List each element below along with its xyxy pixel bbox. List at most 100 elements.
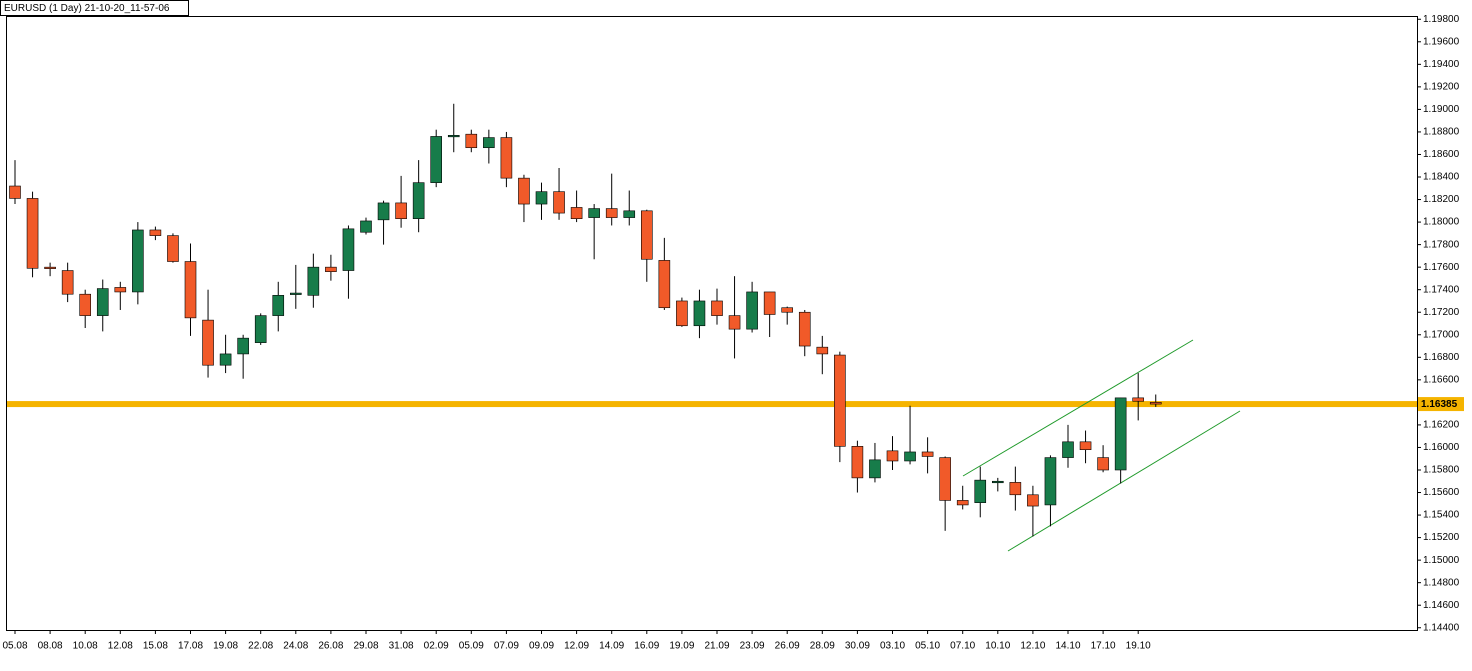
price-line-group: [7, 401, 1417, 408]
x-tick-label: 12.10: [1020, 641, 1045, 652]
y-tick-label: 1.19000: [1423, 104, 1460, 115]
candle-body: [1027, 494, 1039, 507]
trend-channel: [962, 339, 1241, 552]
y-tick-label: 1.19600: [1423, 36, 1460, 47]
candle-body: [991, 480, 1004, 484]
y-tick-label: 1.18200: [1423, 194, 1460, 205]
y-tick-label: 1.16800: [1423, 352, 1460, 363]
candle-body: [1062, 441, 1074, 458]
x-tick-label: 10.10: [985, 641, 1010, 652]
candle-body: [61, 270, 74, 295]
x-tick-label: 07.09: [494, 641, 519, 652]
candle-body: [79, 293, 91, 316]
candle-body: [886, 450, 899, 462]
y-tick-label: 1.19800: [1423, 14, 1460, 25]
x-tick-label: 19.09: [669, 641, 694, 652]
y-tick-label: 1.17000: [1423, 329, 1460, 340]
y-tick-label: 1.15000: [1423, 555, 1460, 566]
candle-body: [956, 500, 969, 506]
x-tick-label: 19.10: [1126, 641, 1151, 652]
x-tick-label: 26.09: [775, 641, 800, 652]
y-tick-label: 1.17800: [1423, 239, 1460, 250]
x-tick-label: 16.09: [634, 641, 659, 652]
candle-body: [623, 210, 636, 218]
candle-body: [904, 451, 916, 462]
candle-body: [1097, 457, 1109, 471]
candle-body: [132, 229, 144, 293]
y-tick-label: 1.18000: [1423, 217, 1460, 228]
x-tick-label: 10.08: [73, 641, 98, 652]
y-tick-label: 1.14400: [1423, 622, 1460, 633]
candle-body: [816, 346, 829, 355]
y-tick-label: 1.16200: [1423, 420, 1460, 431]
x-tick-label: 30.09: [845, 641, 870, 652]
candle-body: [658, 260, 671, 309]
candle-body: [44, 266, 56, 269]
x-tick-label: 28.09: [810, 641, 835, 652]
candle-body: [96, 288, 109, 316]
candle-body: [728, 315, 741, 330]
candle-body: [9, 185, 21, 199]
x-tick-label: 02.09: [424, 641, 449, 652]
y-tick-label: 1.16600: [1423, 374, 1460, 385]
x-tick-label: 29.08: [353, 641, 378, 652]
candle-body: [711, 300, 723, 316]
title-box: [0, 0, 189, 16]
candle-body: [447, 135, 460, 138]
candle-body: [1009, 482, 1022, 496]
x-tick-label: 14.10: [1055, 641, 1080, 652]
candle-body: [518, 177, 530, 205]
candle-body: [1044, 457, 1057, 506]
price-label: 1.16385: [1421, 399, 1458, 410]
x-tick-label: 12.09: [564, 641, 589, 652]
candle-body: [974, 479, 987, 503]
candle-body: [851, 446, 864, 479]
price-line: [7, 401, 1417, 408]
candle-body: [781, 307, 794, 313]
x-tick-label: 26.08: [318, 641, 343, 652]
candle-body: [272, 295, 285, 316]
candle-body: [746, 291, 758, 330]
x-tick-label: 17.10: [1091, 641, 1116, 652]
x-tick-label: 05.08: [2, 641, 27, 652]
y-tick-label: 1.19200: [1423, 82, 1460, 93]
y-tick-label: 1.17400: [1423, 284, 1460, 295]
candle-body: [289, 292, 302, 295]
candle-body: [202, 319, 214, 366]
x-tick-label: 21.09: [704, 641, 729, 652]
x-tick-label: 17.08: [178, 641, 203, 652]
candle-body: [219, 353, 232, 366]
candle-body: [676, 300, 688, 327]
channel-upper: [962, 339, 1194, 477]
x-tick-label: 05.10: [915, 641, 940, 652]
x-tick-label: 07.10: [950, 641, 975, 652]
candle-body: [1149, 402, 1162, 405]
channel-lower: [1007, 410, 1241, 552]
x-tick-label: 03.10: [880, 641, 905, 652]
candle-body: [834, 354, 846, 447]
candle-body: [763, 291, 776, 315]
candle-body: [588, 208, 600, 218]
candle-body: [412, 182, 425, 220]
candle-body: [465, 133, 478, 149]
candle-body: [693, 300, 706, 327]
y-tick-label: 1.19400: [1423, 59, 1460, 70]
candle-body: [535, 191, 548, 205]
candle-body: [605, 208, 618, 218]
plot-frame: [6, 16, 1418, 631]
candle-body: [167, 235, 179, 262]
candle-body: [307, 266, 320, 296]
candle-body: [553, 191, 565, 214]
candle-body: [325, 266, 337, 272]
y-tick-label: 1.17600: [1423, 262, 1460, 273]
candle-body: [640, 210, 653, 260]
candle-body: [939, 457, 951, 501]
candle-body: [342, 228, 355, 271]
price-label-box: [1418, 397, 1464, 412]
x-tick-label: 22.08: [248, 641, 273, 652]
candle-body: [149, 229, 162, 236]
candle-body: [26, 198, 39, 269]
